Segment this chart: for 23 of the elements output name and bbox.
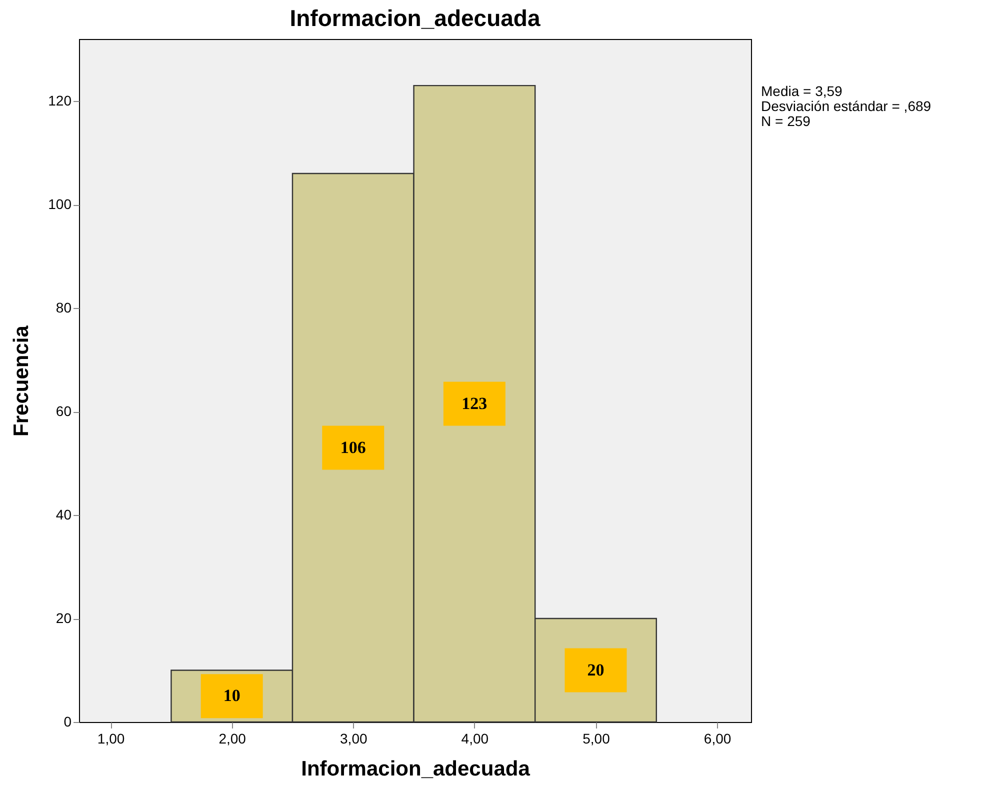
data-label: 106 xyxy=(340,438,366,457)
y-tick-label: 20 xyxy=(56,610,72,626)
x-tick-label: 6,00 xyxy=(704,730,732,746)
x-tick-label: 2,00 xyxy=(218,730,246,746)
x-tick-label: 5,00 xyxy=(582,730,610,746)
chart-title: Informacion_adecuada xyxy=(290,5,540,31)
text: Desviación estándar = ,689 xyxy=(761,98,932,114)
x-tick-label: 1,00 xyxy=(97,730,125,746)
x-tick-label: 4,00 xyxy=(461,730,489,746)
y-tick-label: 40 xyxy=(56,506,72,523)
y-tick-label: 0 xyxy=(64,714,72,730)
data-label: 10 xyxy=(223,686,240,706)
data-label: 123 xyxy=(462,394,488,413)
x-axis-title: Informacion_adecuada xyxy=(301,758,530,780)
text: Media = 3,59 xyxy=(761,83,844,99)
data-label: 20 xyxy=(587,660,604,680)
text: N = 259 xyxy=(761,113,812,129)
y-tick-label: 60 xyxy=(56,403,72,420)
x-tick-label: 3,00 xyxy=(340,730,368,746)
y-tick-label: 100 xyxy=(48,196,72,212)
y-tick-label: 120 xyxy=(48,92,72,109)
y-tick-label: 80 xyxy=(56,300,72,316)
y-axis-title: Frecuencia xyxy=(10,325,34,436)
